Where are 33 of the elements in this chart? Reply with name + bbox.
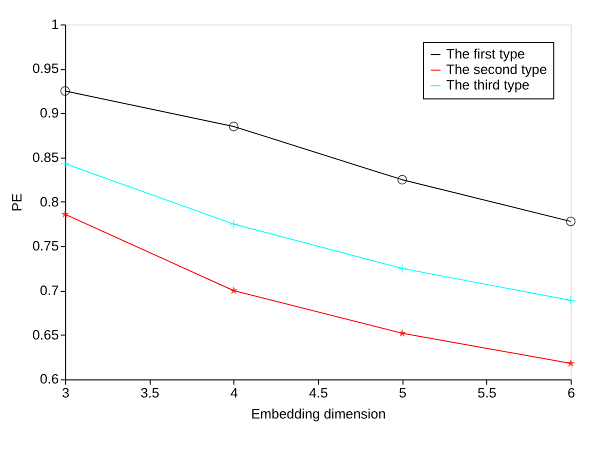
y-tick-label: 0.7 xyxy=(40,283,59,298)
point xyxy=(398,328,406,337)
x-axis-title: Embedding dimension xyxy=(251,406,386,422)
x-tick-label: 5 xyxy=(398,385,406,400)
x-tick-label: 4 xyxy=(230,385,238,400)
y-tick-label: 0.65 xyxy=(32,327,59,342)
x-tick-label: 6 xyxy=(567,385,576,400)
point xyxy=(61,210,70,218)
y-tick-label: 0.8 xyxy=(40,194,59,210)
legend-label: The second type xyxy=(446,62,547,78)
point xyxy=(397,174,408,185)
point xyxy=(566,216,576,226)
y-tick-label: 1 xyxy=(51,16,59,32)
point xyxy=(566,359,575,367)
point xyxy=(230,286,238,294)
point xyxy=(566,296,576,306)
point xyxy=(60,158,70,169)
y-tick-label: 0.85 xyxy=(32,150,59,165)
x-tick-label: 3 xyxy=(62,385,70,400)
y-tick-label: 0.95 xyxy=(32,61,59,76)
y-tick-label: 0.9 xyxy=(40,106,59,121)
legend-label: The first type xyxy=(446,46,525,62)
point xyxy=(397,264,408,274)
point xyxy=(228,219,239,229)
point xyxy=(60,86,70,96)
y-tick-label: 0.75 xyxy=(32,238,59,254)
y-tick-label: 0.6 xyxy=(40,372,59,387)
legend-label: The third type xyxy=(446,78,530,93)
x-tick-label: 4.5 xyxy=(308,385,328,400)
x-tick-label: 5.5 xyxy=(478,385,496,400)
y-axis-title: PE xyxy=(10,193,25,212)
x-tick-label: 3.5 xyxy=(140,385,160,400)
point xyxy=(228,122,239,132)
